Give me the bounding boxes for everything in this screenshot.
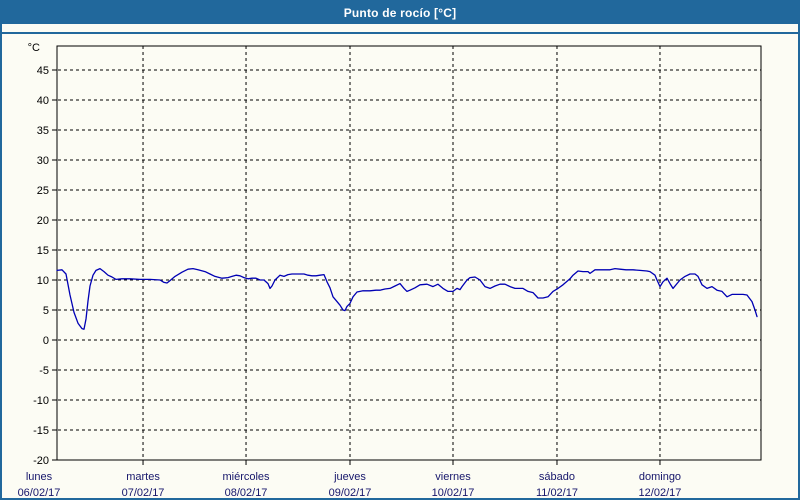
y-tick-label: 20 — [37, 215, 49, 227]
x-weekday-label: viernes — [435, 471, 471, 483]
x-weekday-label: miércoles — [222, 471, 270, 483]
y-tick-label: -5 — [39, 365, 49, 377]
plot-border — [56, 45, 762, 461]
series-line-punto-de-roc-o — [56, 267, 758, 330]
x-date-label: 12/02/17 — [639, 487, 682, 498]
y-tick-label: 40 — [37, 95, 49, 107]
x-date-label: 09/02/17 — [329, 487, 372, 498]
x-date-label: 06/02/17 — [18, 487, 61, 498]
x-weekday-label: lunes — [26, 471, 53, 483]
title-separator — [2, 32, 798, 34]
tick-marks — [52, 69, 661, 465]
axis-labels: 45 40 35 30 25 20 15 10 5 0 -5 -10 -15 -20 °C lunes 06/0… — [18, 42, 682, 498]
x-weekday-label: martes — [126, 471, 160, 483]
y-tick-label: 30 — [37, 155, 49, 167]
x-weekday-label: sábado — [539, 471, 575, 483]
gridlines — [52, 46, 761, 460]
page-title: Punto de rocío [°C] — [343, 6, 457, 20]
dew-point-chart: 45 40 35 30 25 20 15 10 5 0 -5 -10 -15 -20 °C lunes 06/0… — [18, 42, 762, 498]
y-tick-label: -20 — [33, 455, 49, 467]
x-weekday-label: jueves — [333, 471, 366, 483]
y-axis-unit-label: °C — [28, 42, 40, 54]
y-tick-label: 15 — [37, 245, 49, 257]
y-tick-label: 10 — [37, 275, 49, 287]
x-date-label: 10/02/17 — [432, 487, 475, 498]
y-tick-label: 35 — [37, 125, 49, 137]
x-date-label: 11/02/17 — [536, 487, 578, 498]
y-tick-label: 25 — [37, 185, 49, 197]
y-tick-label: 0 — [43, 335, 49, 347]
x-weekday-label: domingo — [639, 471, 681, 483]
x-date-label: 07/02/17 — [122, 487, 165, 498]
y-tick-label: -10 — [33, 395, 49, 407]
y-tick-label: 45 — [37, 65, 49, 77]
y-tick-label: 5 — [43, 305, 49, 317]
y-tick-label: -15 — [33, 425, 49, 437]
x-date-label: 08/02/17 — [225, 487, 268, 498]
chart-title-bar: Punto de rocío [°C] — [2, 2, 798, 24]
